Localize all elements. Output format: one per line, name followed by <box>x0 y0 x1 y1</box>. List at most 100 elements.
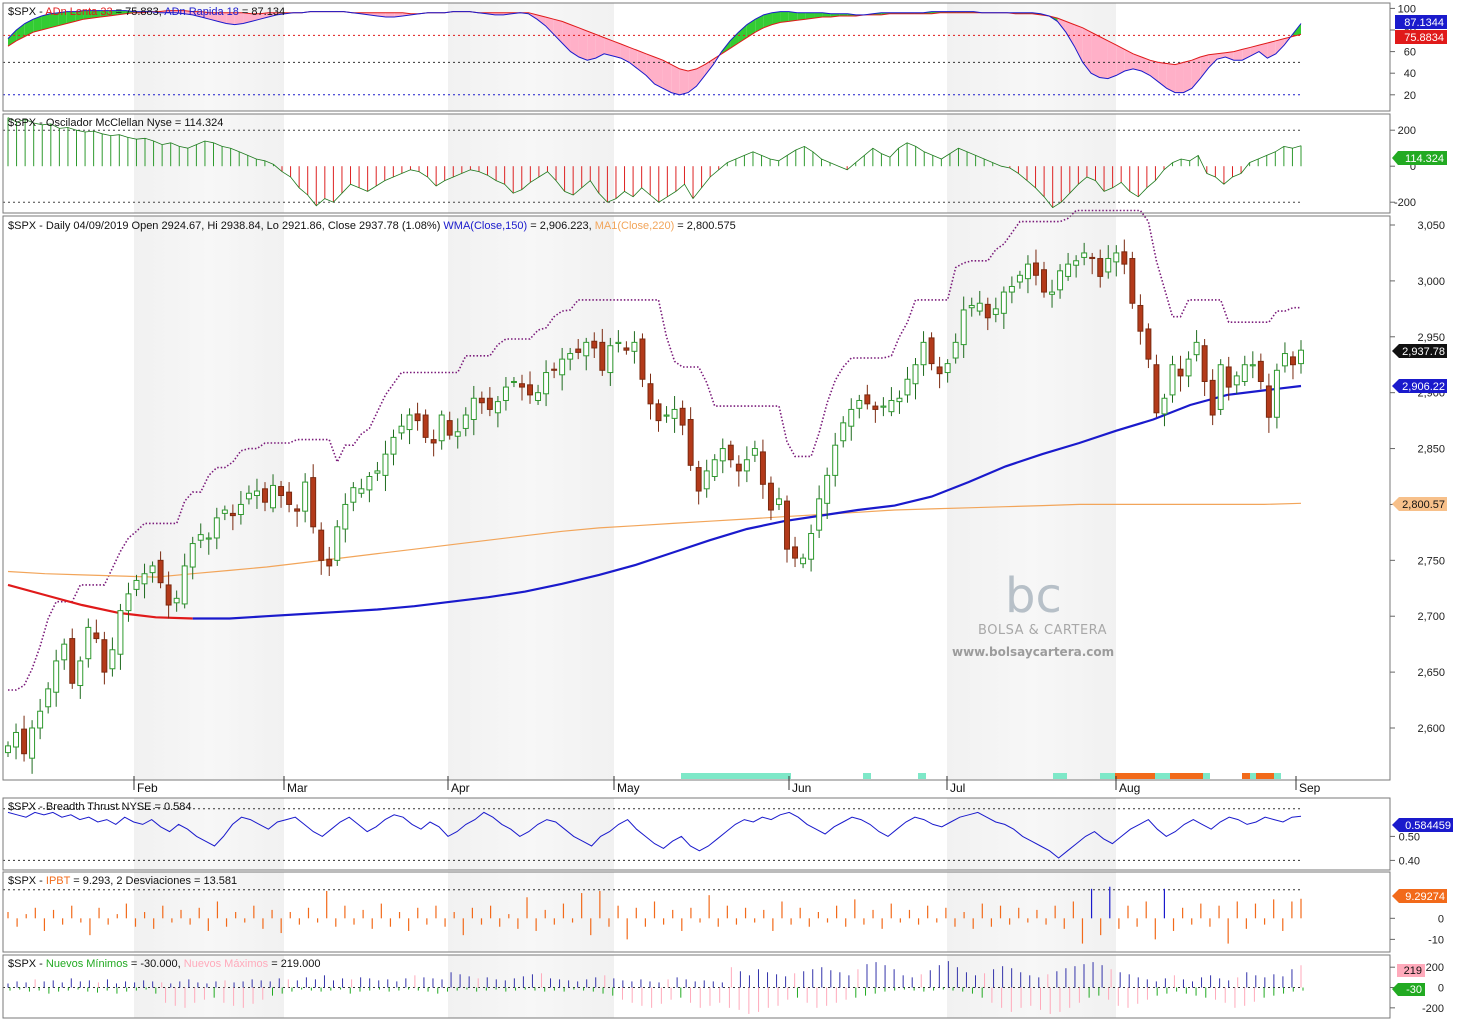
mcclellan-line <box>7 117 1302 209</box>
candle-up <box>1233 375 1240 386</box>
new-lows-highs-panel[interactable]: $SPX - Nuevos Mínimos = -30.000, Nuevos … <box>2 954 1444 1019</box>
adn-fill-pink <box>1166 63 1176 93</box>
svg-text:9.29274: 9.29274 <box>1405 891 1445 903</box>
candle-up <box>888 399 895 413</box>
adn-fill-pink <box>578 27 588 61</box>
mcclellan-panel[interactable]: $SPX - Oscilador McClellan Nyse = 114.32… <box>2 113 1447 214</box>
candle-up <box>607 345 614 374</box>
candle-up <box>1241 364 1248 382</box>
candle-down <box>1041 269 1047 293</box>
candle-up <box>808 533 815 560</box>
adn-fill-green <box>108 10 118 16</box>
candle-up <box>5 745 11 754</box>
adn-fill-green <box>49 12 59 28</box>
adn-fill-green <box>839 13 848 16</box>
month-band <box>448 798 614 870</box>
candle-down <box>1257 360 1264 382</box>
adn-fill-pink <box>562 21 571 52</box>
month-label: Jul <box>950 781 965 795</box>
mcclellan-tick-label: 200 <box>1398 125 1416 137</box>
month-label: Aug <box>1119 781 1140 795</box>
month-band <box>947 798 1116 870</box>
month-axis: Feb Mar Apr May Jun Jul Aug Sep <box>133 776 1321 795</box>
adn-panel[interactable]: $SPX - ADn Lenta 33 = 75.883, ADn Rapida… <box>2 2 1447 112</box>
candle-down <box>93 632 100 640</box>
candle-up <box>37 710 44 729</box>
candle-down <box>157 559 164 584</box>
svg-text:75.8834: 75.8834 <box>1404 32 1444 44</box>
candle-down <box>165 584 172 606</box>
candle-up <box>1008 285 1015 293</box>
ipbt-panel[interactable]: $SPX - IPBT = 9.293, 2 Desviaciones = 13… <box>2 871 1447 953</box>
candle-up <box>1169 364 1176 396</box>
candle-up <box>494 401 501 414</box>
adn-fill-pink <box>385 12 395 18</box>
candle-up <box>245 492 252 500</box>
adn-fill-pink <box>1217 52 1226 60</box>
wma150-line <box>192 384 1302 620</box>
adn-fill-green <box>83 10 92 20</box>
adn-fill-pink <box>1158 62 1167 89</box>
price-tick-label: 2,700 <box>1417 611 1445 623</box>
candle-up <box>912 364 919 385</box>
adn-slow-line <box>7 10 1302 72</box>
candle-up <box>141 573 148 585</box>
adn-fill-green <box>100 10 109 18</box>
adn-tick-label: 40 <box>1404 68 1416 80</box>
adn-fill-green <box>730 32 739 49</box>
adn-fill-green <box>66 11 76 24</box>
candle-up <box>631 341 638 352</box>
adn-fill-pink <box>1275 38 1285 54</box>
price-panel[interactable]: $SPX - Daily 04/09/2019 Open 2924.67, Hi… <box>2 209 1447 796</box>
candle-down <box>1137 304 1144 332</box>
candle-down <box>326 558 333 567</box>
adn-fill-pink <box>662 60 672 93</box>
breadth-panel[interactable]: $SPX - Breadth Thrust NYSE = 0.584 0.500… <box>2 797 1453 871</box>
candle-down <box>486 397 493 410</box>
adn-fill-green <box>58 11 67 26</box>
adn-fill-pink <box>688 68 697 93</box>
adn-fill-pink <box>654 57 663 89</box>
signal-strip-segment <box>1274 773 1281 779</box>
candle-down <box>1209 379 1216 416</box>
candle-up <box>454 431 461 437</box>
adn-fill-pink <box>1082 27 1092 74</box>
candle-down <box>430 439 437 444</box>
candle-up <box>197 534 204 541</box>
candle-up <box>366 476 373 491</box>
price-tick-label: 2,600 <box>1417 723 1445 735</box>
adn-fill-pink <box>209 12 218 22</box>
adn-fill-pink <box>1183 60 1192 93</box>
candle-down <box>735 463 742 472</box>
adn-fill-green <box>780 11 789 23</box>
candle-down <box>759 451 766 485</box>
svg-text:219: 219 <box>1404 965 1422 977</box>
candle-down <box>422 414 429 438</box>
svg-text:BOLSA & CARTERA: BOLSA & CARTERA <box>978 623 1107 638</box>
signal-strip-segment <box>1256 773 1274 779</box>
adn-fill-pink <box>1065 21 1075 47</box>
price-tick-label: 2,850 <box>1417 444 1445 456</box>
candle-down <box>286 491 293 505</box>
candle-up <box>848 408 855 427</box>
signal-strip-segment <box>1155 773 1170 779</box>
adn-fill-pink <box>1116 45 1125 76</box>
candle-down <box>1153 364 1160 414</box>
svg-text:87.1344: 87.1344 <box>1404 17 1444 29</box>
adn-fill-pink <box>217 12 227 24</box>
candle-down <box>310 477 317 528</box>
price-tick-label: 3,000 <box>1417 276 1445 288</box>
candle-down <box>1201 345 1208 382</box>
adn-fast-badge: 87.1344 <box>1395 15 1447 29</box>
candle-up <box>960 309 967 346</box>
candle-up <box>1298 349 1304 365</box>
candle-up <box>968 304 975 309</box>
adn-fill-pink <box>595 34 605 59</box>
candle-up <box>1273 369 1280 418</box>
candle-down <box>864 394 871 405</box>
month-label: Mar <box>287 781 308 795</box>
candle-up <box>743 459 750 472</box>
candle-up <box>390 436 397 455</box>
candle-up <box>133 579 140 590</box>
